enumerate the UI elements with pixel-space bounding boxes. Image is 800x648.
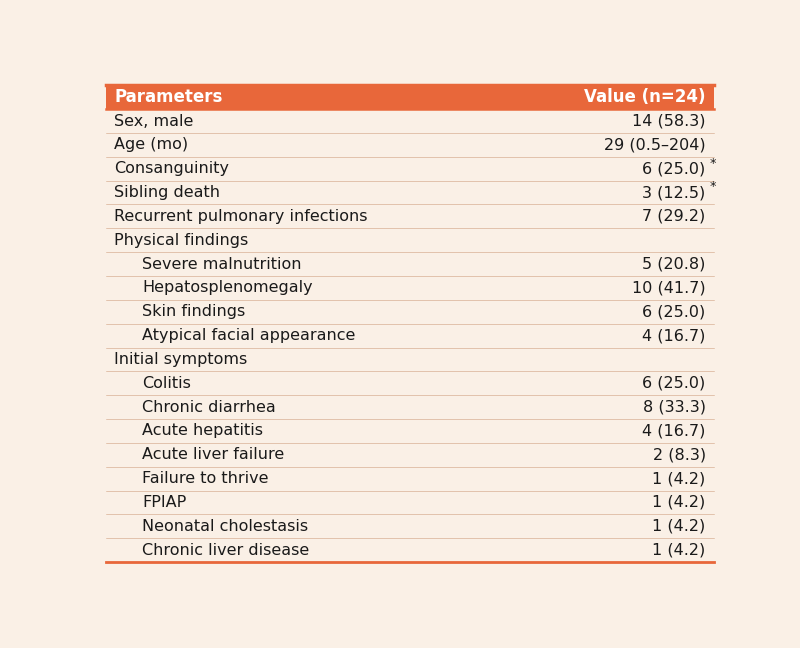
Text: Consanguinity: Consanguinity [114,161,230,176]
Text: Severe malnutrition: Severe malnutrition [142,257,302,272]
Text: 6 (25.0): 6 (25.0) [642,161,706,176]
Bar [106,205,714,228]
Text: 29 (0.5–204): 29 (0.5–204) [604,137,706,152]
Text: *: * [710,157,717,170]
Text: Colitis: Colitis [142,376,191,391]
Text: 1 (4.2): 1 (4.2) [653,495,706,510]
Text: 1 (4.2): 1 (4.2) [653,542,706,558]
Bar [106,86,714,109]
Text: Neonatal cholestasis: Neonatal cholestasis [142,519,308,534]
Bar [106,109,714,133]
Text: 7 (29.2): 7 (29.2) [642,209,706,224]
Text: FPIAP: FPIAP [142,495,186,510]
Bar [106,228,714,252]
Bar [106,371,714,395]
Bar [106,181,714,205]
Text: 5 (20.8): 5 (20.8) [642,257,706,272]
Bar [106,419,714,443]
Text: Skin findings: Skin findings [142,305,246,319]
Text: Acute liver failure: Acute liver failure [142,447,285,462]
Text: Sex, male: Sex, male [114,113,194,128]
Bar [106,323,714,347]
Text: *: * [710,181,717,194]
Text: Hepatosplenomegaly: Hepatosplenomegaly [142,281,313,295]
Text: Atypical facial appearance: Atypical facial appearance [142,328,355,343]
Bar [106,395,714,419]
Bar [106,347,714,371]
Text: 10 (41.7): 10 (41.7) [632,281,706,295]
Text: Chronic diarrhea: Chronic diarrhea [142,400,276,415]
Bar [106,300,714,323]
Bar [106,538,714,562]
Text: 1 (4.2): 1 (4.2) [653,471,706,486]
Text: Chronic liver disease: Chronic liver disease [142,542,310,558]
Bar [106,467,714,491]
Text: Physical findings: Physical findings [114,233,249,248]
Bar [106,276,714,300]
Text: 6 (25.0): 6 (25.0) [642,305,706,319]
Text: 2 (8.3): 2 (8.3) [653,447,706,462]
Text: Failure to thrive: Failure to thrive [142,471,269,486]
Text: 14 (58.3): 14 (58.3) [632,113,706,128]
Text: 1 (4.2): 1 (4.2) [653,519,706,534]
Text: 4 (16.7): 4 (16.7) [642,328,706,343]
Text: Value (n=24): Value (n=24) [584,88,706,106]
Bar [106,157,714,181]
Bar [106,491,714,515]
Bar [106,252,714,276]
Text: Sibling death: Sibling death [114,185,220,200]
Bar [106,133,714,157]
Text: 8 (33.3): 8 (33.3) [642,400,706,415]
Text: 6 (25.0): 6 (25.0) [642,376,706,391]
Text: Recurrent pulmonary infections: Recurrent pulmonary infections [114,209,368,224]
Bar [106,515,714,538]
Text: Initial symptoms: Initial symptoms [114,352,247,367]
Text: Parameters: Parameters [114,88,222,106]
Bar [106,443,714,467]
Text: Age (mo): Age (mo) [114,137,188,152]
Text: 4 (16.7): 4 (16.7) [642,423,706,439]
Text: 3 (12.5): 3 (12.5) [642,185,706,200]
Text: Acute hepatitis: Acute hepatitis [142,423,263,439]
